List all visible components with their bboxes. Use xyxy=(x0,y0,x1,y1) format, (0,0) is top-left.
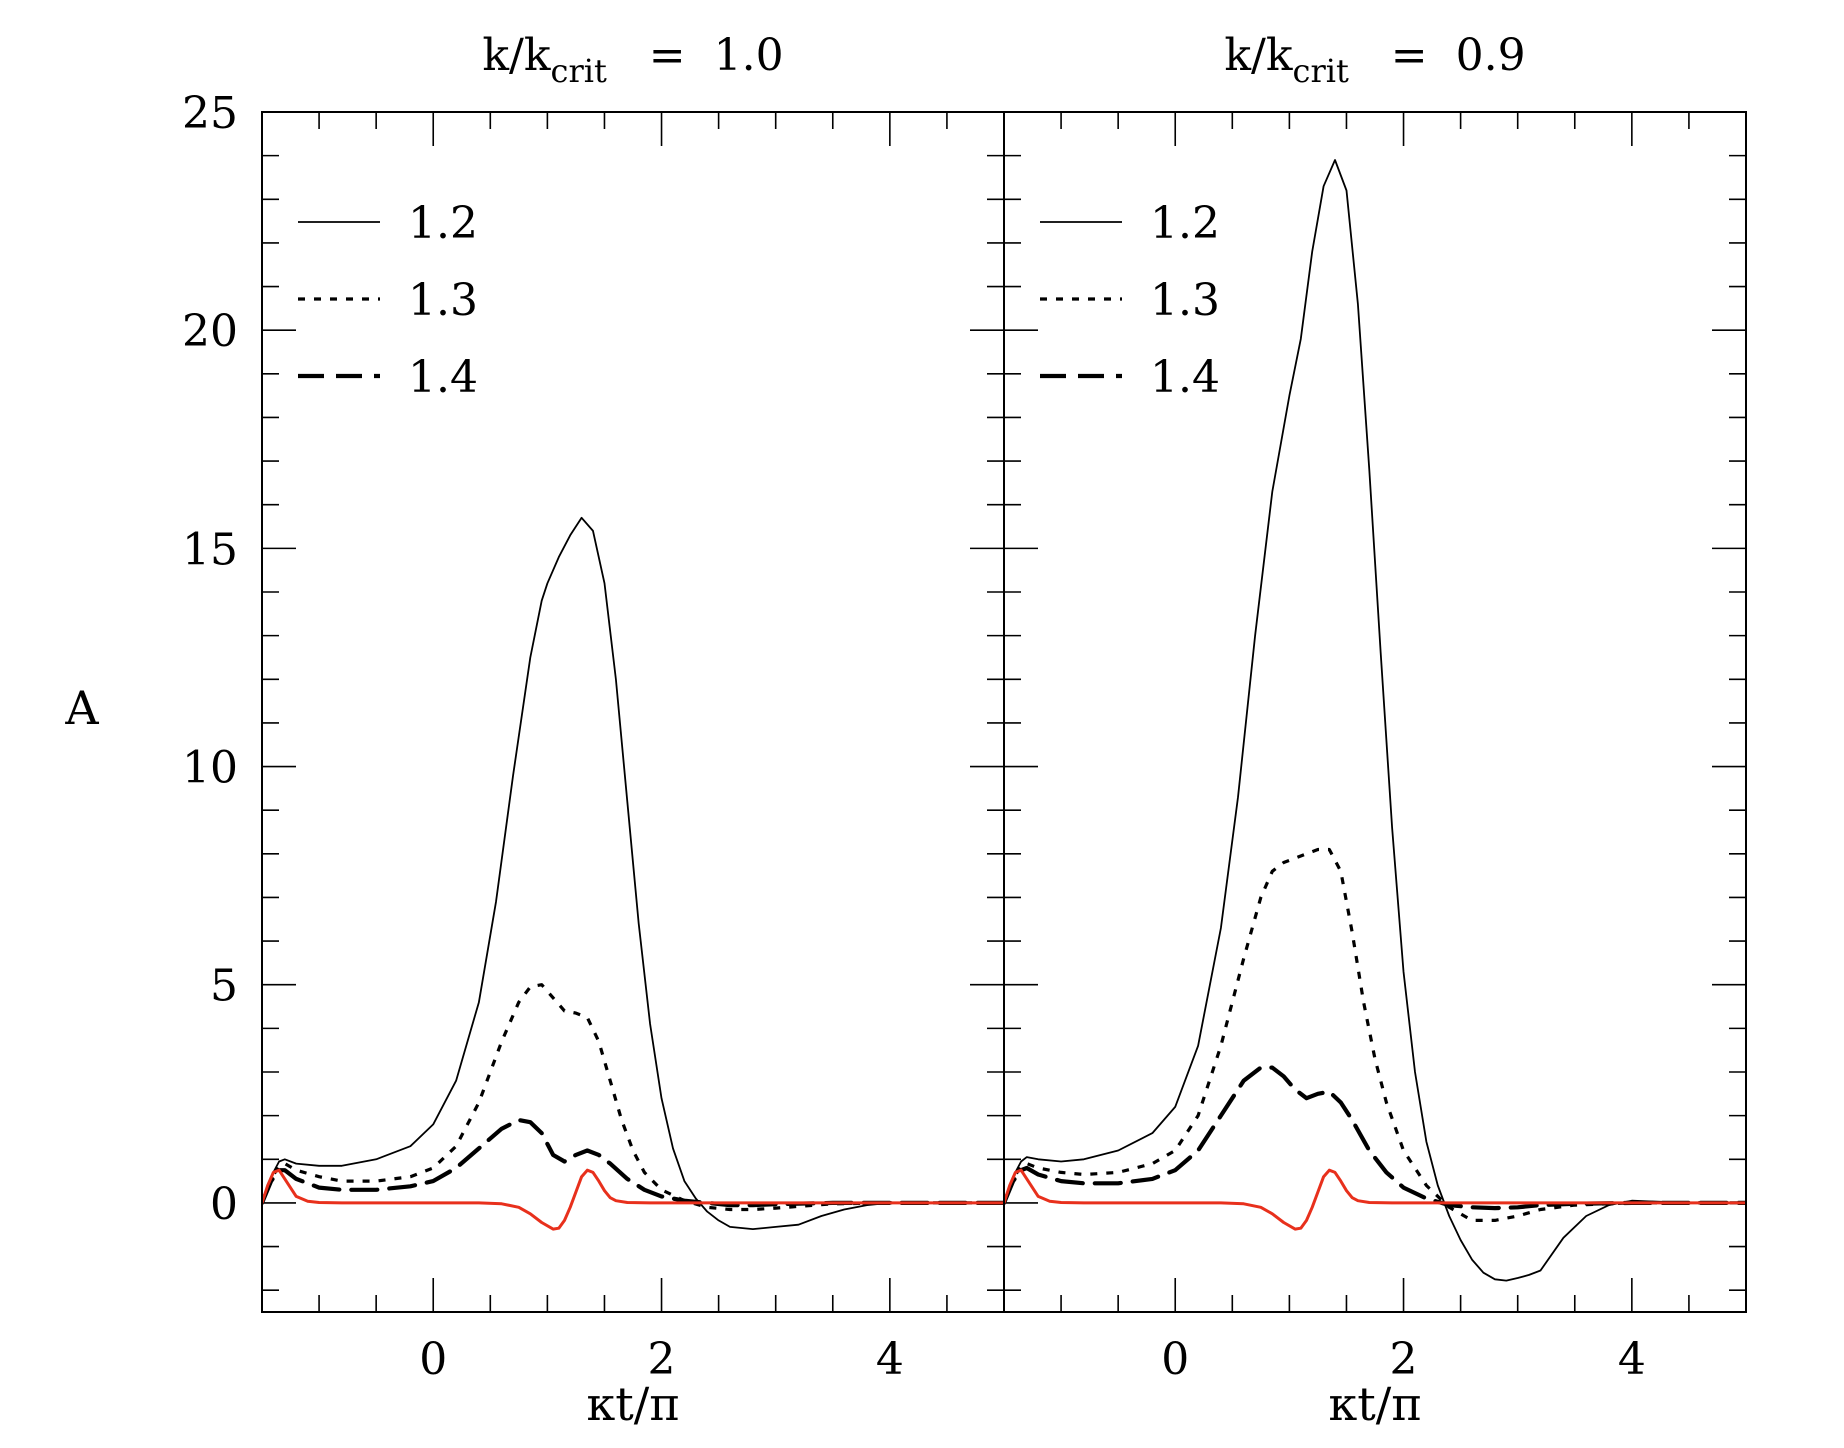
legend-label: 1.3 xyxy=(1150,275,1220,326)
panel-title-main: k/k xyxy=(1224,30,1292,81)
y-tick-label: 0 xyxy=(210,1179,238,1230)
x-tick-label: 4 xyxy=(1618,1334,1646,1385)
series-line-1-4 xyxy=(262,1117,1004,1208)
series-line-1-4 xyxy=(1004,1065,1746,1211)
y-tick-label: 25 xyxy=(182,88,238,139)
x-tick-label: 0 xyxy=(419,1334,447,1385)
panel-title-main: k/k xyxy=(482,30,550,81)
legend-label: 1.2 xyxy=(1150,198,1220,249)
panel-title-value: = 0.9 xyxy=(1349,30,1526,81)
panel-title: k/kcrit = 1.0 xyxy=(482,30,783,90)
series-line-red xyxy=(1004,1168,1746,1231)
series-line-1-3 xyxy=(262,983,1004,1212)
panel-title: k/kcrit = 0.9 xyxy=(1224,30,1525,90)
x-axis-label: κt/π xyxy=(587,1377,680,1431)
series-line-red xyxy=(262,1168,1004,1231)
y-tick-label: 10 xyxy=(182,743,238,794)
series-line-1-2 xyxy=(262,516,1004,1230)
legend-label: 1.3 xyxy=(408,275,478,326)
panel-title-subscript: crit xyxy=(1293,52,1349,90)
series-line-1-3 xyxy=(1004,847,1746,1222)
y-tick-label: 5 xyxy=(210,961,238,1012)
y-tick-label: 20 xyxy=(182,306,238,357)
series-line-1-2 xyxy=(1004,159,1746,1282)
plot-frame xyxy=(261,111,1005,1313)
y-tick-label: 15 xyxy=(182,524,238,575)
legend-label: 1.4 xyxy=(408,352,478,403)
legend-label: 1.2 xyxy=(408,198,478,249)
panel-title-subscript: crit xyxy=(551,52,607,90)
chart-panel-left: 0 2 4 0 5 10 15 20 25 1.2 1.3 1.4 k/kcrit = 1.0 κt/π xyxy=(182,30,1005,1431)
chart-panel-right: 0 2 4 1.2 1.3 1.4 k/kcrit = 0.9 κt/π xyxy=(1003,30,1747,1431)
x-axis-label: κt/π xyxy=(1329,1377,1422,1431)
plot-frame xyxy=(1003,111,1747,1313)
panel-title-value: = 1.0 xyxy=(607,30,784,81)
x-tick-label: 0 xyxy=(1161,1334,1189,1385)
x-tick-label: 2 xyxy=(1390,1334,1418,1385)
x-tick-label: 2 xyxy=(648,1334,676,1385)
x-tick-label: 4 xyxy=(876,1334,904,1385)
legend-label: 1.4 xyxy=(1150,352,1220,403)
y-axis-label: A xyxy=(64,681,99,735)
